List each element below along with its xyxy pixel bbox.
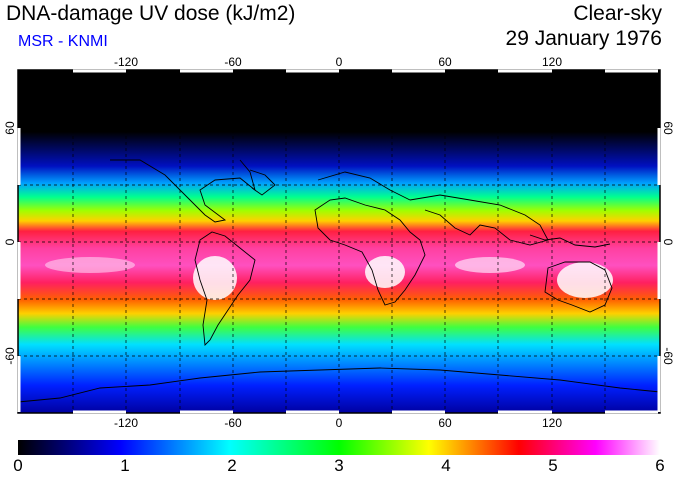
map-source: MSR - KNMI	[18, 33, 108, 50]
lat-label-left-60n: 60	[3, 121, 17, 135]
colorbar-label-5: 5	[548, 456, 558, 475]
lon-label-bottom-0: 0	[336, 416, 343, 430]
lon-label-top-w60: -60	[224, 55, 242, 69]
colorbar	[18, 440, 660, 455]
colorbar-label-1: 1	[120, 456, 130, 475]
south-america-highdose	[193, 256, 237, 300]
pacific-highdose	[45, 257, 135, 273]
gridlines	[18, 70, 660, 413]
colorbar-label-6: 6	[655, 456, 665, 475]
map-date: 29 January 1976	[505, 27, 662, 50]
lon-label-bottom-w60: -60	[224, 416, 242, 430]
sky-condition: Clear-sky	[573, 2, 662, 25]
indian-ocean-highdose	[455, 257, 525, 273]
colorbar-label-4: 4	[441, 456, 451, 475]
lat-label-left-60s: -60	[3, 347, 17, 365]
lon-label-top-e60: 60	[438, 55, 452, 69]
lat-label-right-60n: 60	[661, 121, 675, 135]
colorbar-label-0: 0	[13, 456, 23, 475]
lon-label-top-0: 0	[336, 55, 343, 69]
lon-label-bottom-w120: -120	[114, 416, 138, 430]
lat-label-right-eq: 0	[661, 239, 675, 246]
lon-label-bottom-e60: 60	[438, 416, 452, 430]
lat-label-left-eq: 0	[3, 238, 17, 245]
africa-highdose	[365, 256, 405, 288]
lat-label-right-60s: -60	[661, 347, 675, 365]
colorbar-label-2: 2	[227, 456, 237, 475]
lon-label-bottom-e120: 120	[542, 416, 562, 430]
lon-label-top-w120: -120	[114, 55, 138, 69]
uv-field	[18, 70, 660, 413]
australia-highdose	[557, 262, 613, 298]
frame-ticks	[17, 69, 661, 414]
coastlines	[18, 159, 660, 403]
map-title: DNA-damage UV dose (kJ/m2)	[6, 2, 296, 25]
lon-label-top-e120: 120	[542, 55, 562, 69]
colorbar-label-3: 3	[334, 456, 344, 475]
